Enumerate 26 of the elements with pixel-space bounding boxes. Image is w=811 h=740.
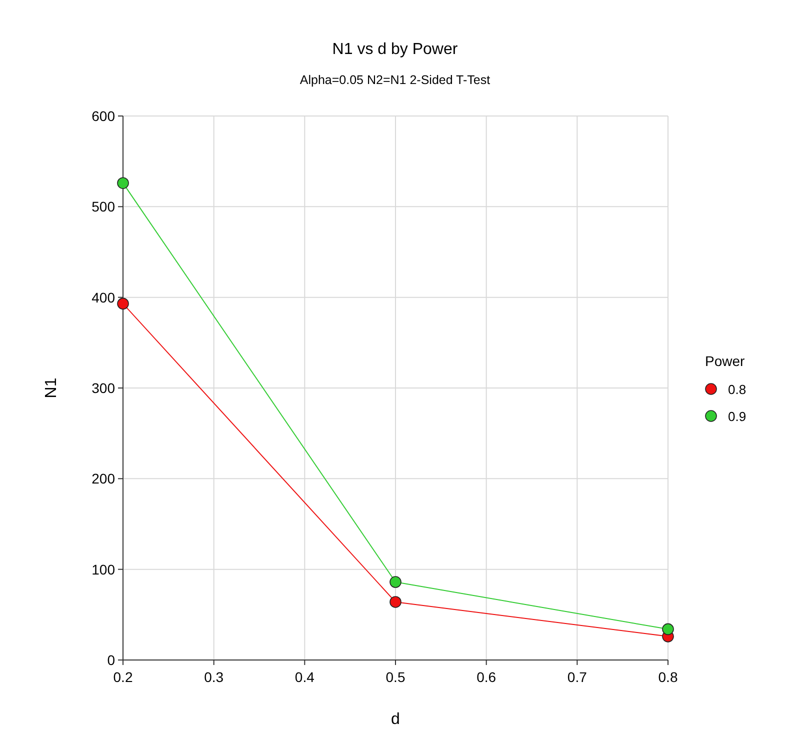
x-tick-label: 0.2 [113, 669, 133, 685]
y-tick-label: 200 [92, 470, 116, 487]
y-axis-title: N1 [43, 378, 60, 398]
y-tick-label: 400 [92, 289, 116, 306]
point [117, 298, 129, 310]
legend-label: 0.9 [728, 409, 746, 424]
y-tick-label: 300 [92, 380, 116, 396]
x-tick-label: 0.4 [294, 669, 315, 685]
x-tick-label: 0.3 [204, 669, 224, 685]
y-tick-label: 500 [92, 198, 116, 215]
chart-subtitle: Alpha=0.05 N2=N1 2-Sided T-Test [300, 73, 491, 87]
y-tick-label: 0 [107, 652, 116, 668]
point [390, 576, 402, 588]
x-axis-title: d [391, 711, 400, 728]
legend-label: 0.8 [728, 382, 746, 397]
x-tick-label: 0.5 [386, 669, 406, 685]
chart-title: N1 vs d by Power [332, 41, 458, 58]
point [662, 623, 674, 636]
x-tick-label: 0.6 [476, 669, 496, 685]
legend-title: Power [705, 353, 746, 369]
point [117, 177, 129, 189]
x-tick-label: 0.7 [567, 669, 588, 685]
y-tick-label: 600 [92, 108, 116, 124]
y-tick-label: 100 [92, 561, 116, 578]
point [390, 596, 402, 608]
x-tick-label: 0.8 [658, 669, 678, 685]
